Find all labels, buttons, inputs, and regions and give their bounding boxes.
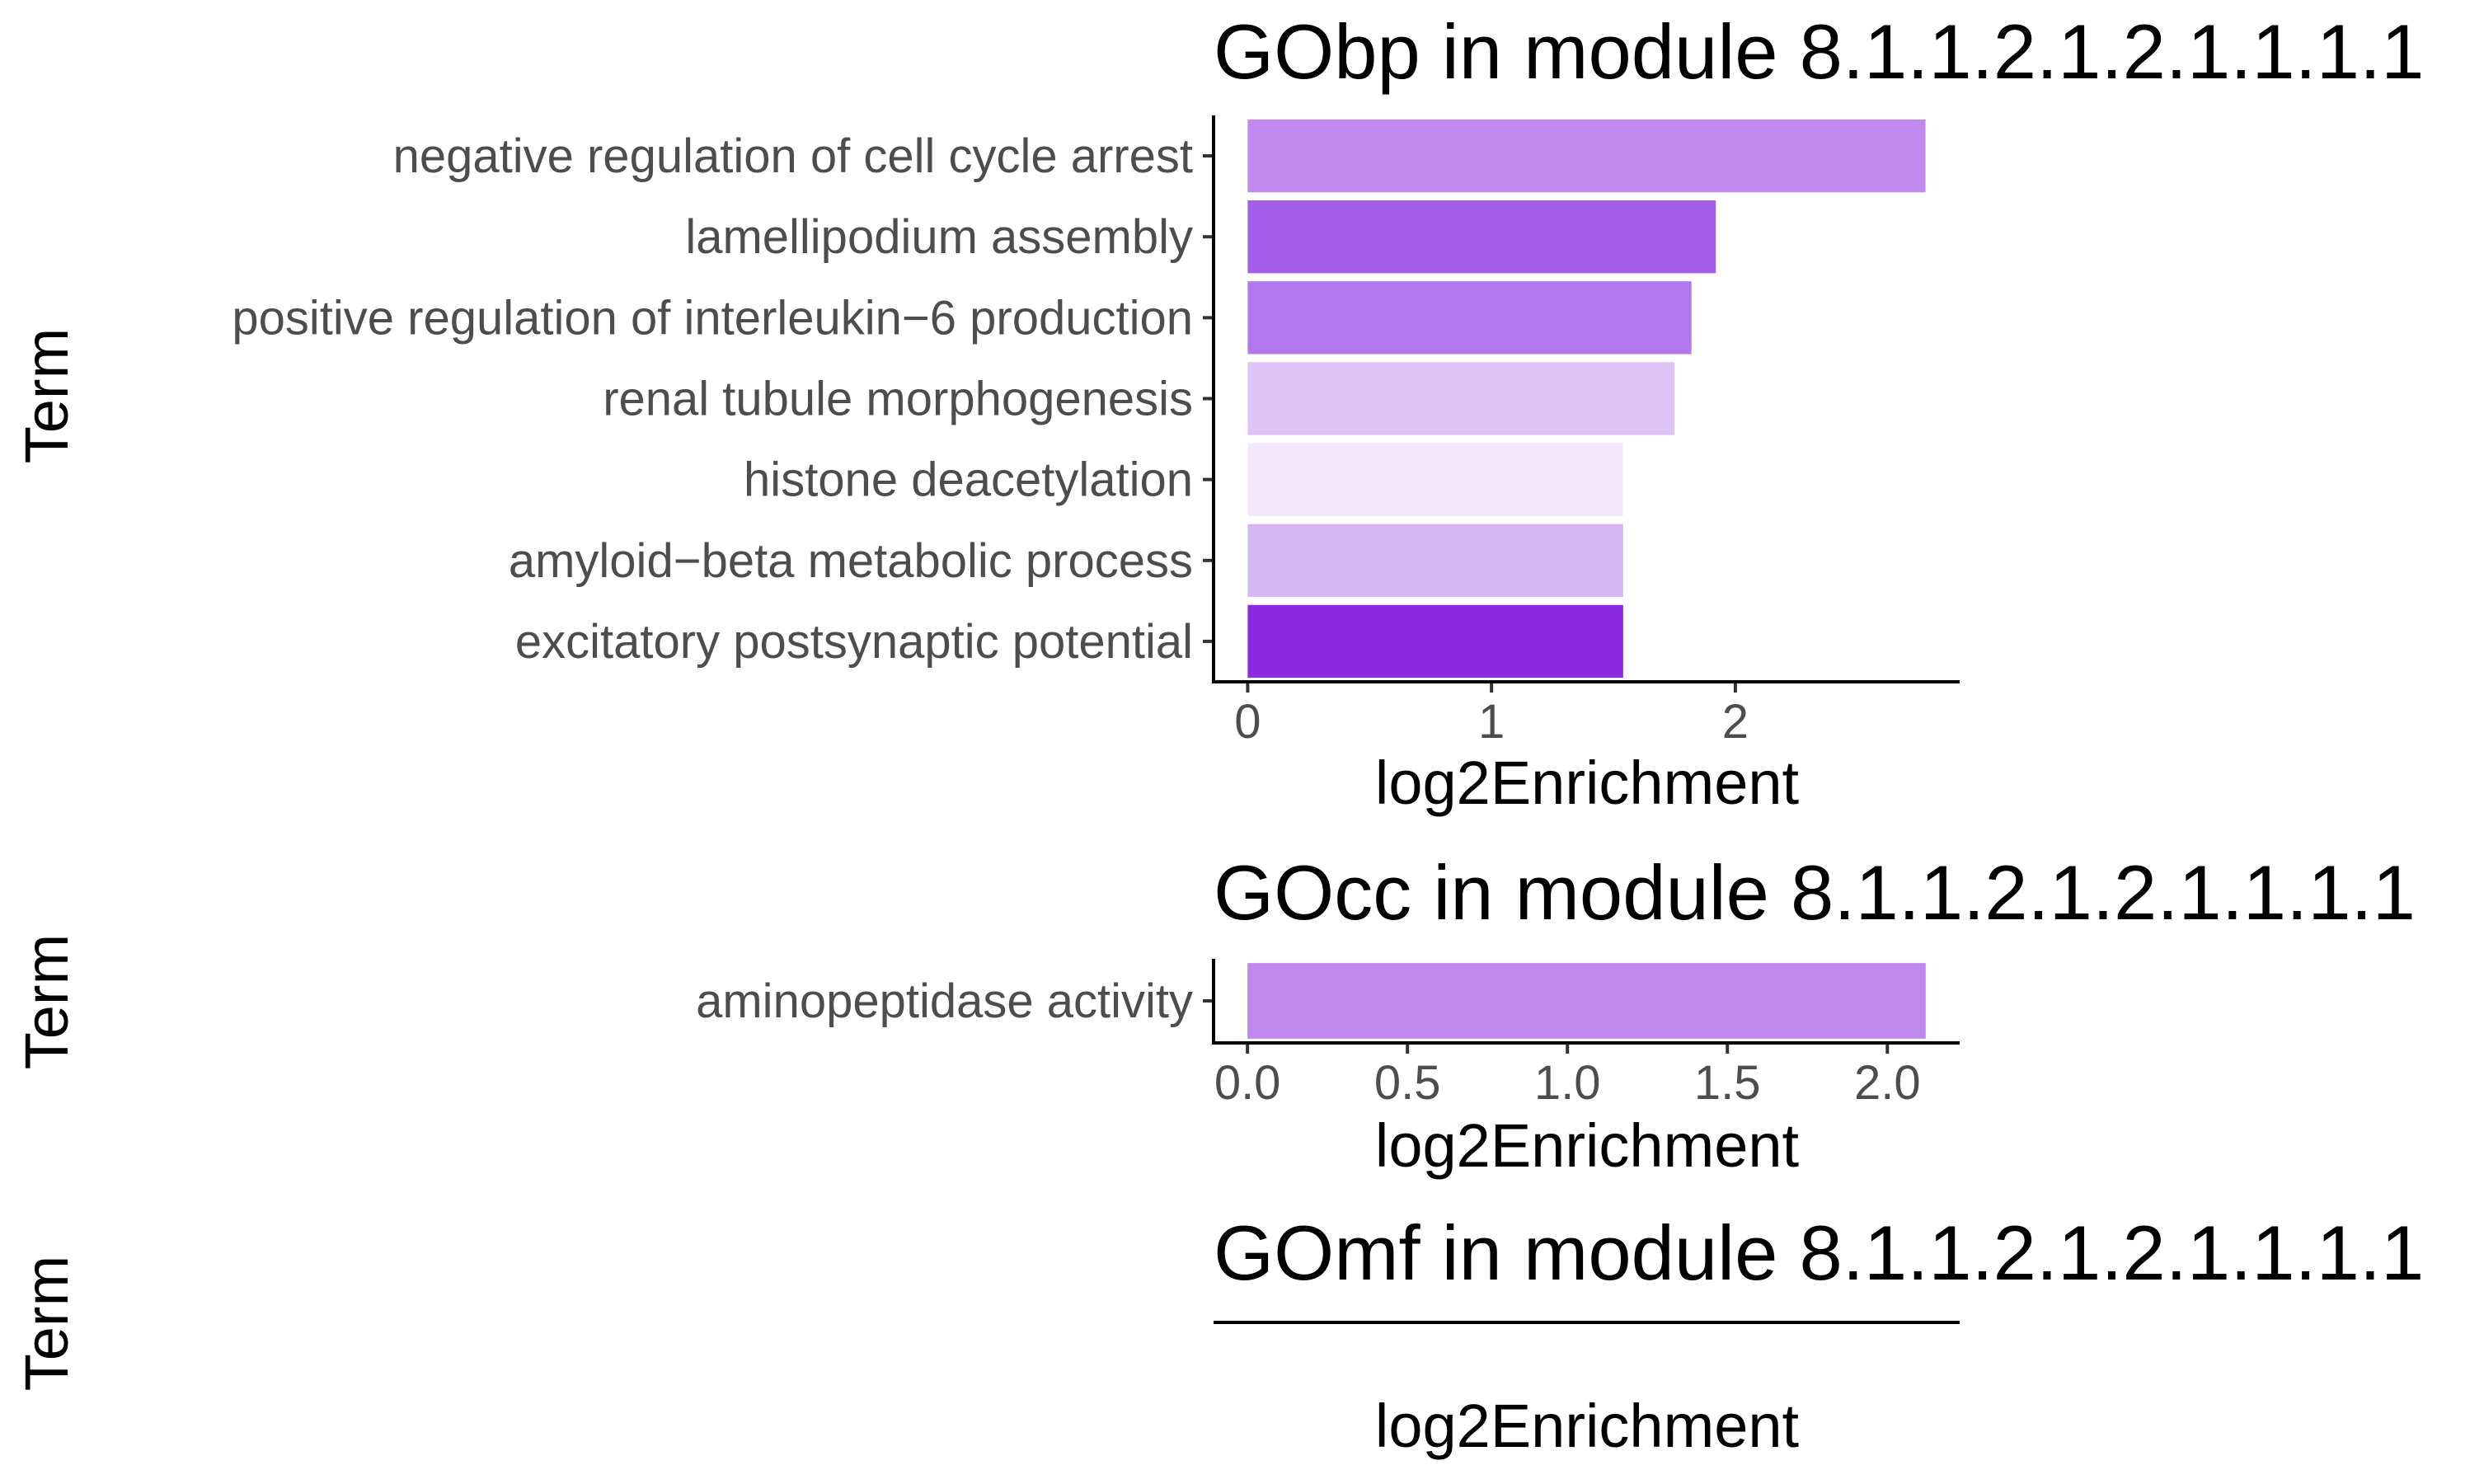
category-label: excitatory postsynaptic potential (515, 615, 1193, 669)
panel-gobp: GObp in module 8.1.1.2.1.2.1.1.1.1 Term … (12, 8, 2424, 817)
x-tick-label: 0 (1234, 695, 1261, 749)
bar (1247, 362, 1674, 435)
category-label: negative regulation of cell cycle arrest (393, 129, 1193, 183)
x-tick-label: 1 (1478, 695, 1505, 749)
bar (1247, 604, 1623, 679)
x-tick-label: 2.0 (1854, 1056, 1921, 1110)
y-axis-title: Term (12, 328, 81, 463)
bar-group (1247, 119, 1926, 679)
x-ticks: 0.0 0.5 1.0 1.5 2.0 (1214, 1043, 1921, 1110)
bar (1247, 963, 1926, 1039)
bar (1247, 524, 1623, 597)
x-tick-label: 1.5 (1694, 1056, 1761, 1110)
x-tick-label: 0.0 (1214, 1056, 1281, 1110)
x-axis-title: log2Enrichment (1375, 1392, 1800, 1460)
x-tick-label: 0.5 (1374, 1056, 1441, 1110)
panel-gocc: GOcc in module 8.1.1.2.1.2.1.1.1.1 Term … (12, 849, 2416, 1180)
bar (1247, 443, 1623, 516)
x-tick-label: 1.0 (1534, 1056, 1601, 1110)
category-label: histone deacetylation (744, 453, 1193, 507)
y-axis-title: Term (12, 1256, 81, 1391)
category-labels: negative regulation of cell cycle arrest… (232, 129, 1214, 669)
axis-lines (1212, 115, 1960, 683)
x-axis-title: log2Enrichment (1375, 749, 1800, 817)
category-label: amyloid−beta metabolic process (509, 534, 1193, 588)
panel-gomf: GOmf in module 8.1.1.2.1.2.1.1.1.1 Term … (12, 1209, 2424, 1460)
chart-title: GOmf in module 8.1.1.2.1.2.1.1.1.1 (1214, 1209, 2424, 1296)
y-axis-title: Term (12, 934, 81, 1069)
axis-lines (1212, 959, 1960, 1045)
chart-title: GOcc in module 8.1.1.2.1.2.1.1.1.1 (1214, 849, 2416, 936)
x-ticks: 0 1 2 (1234, 682, 1749, 749)
category-label: lamellipodium assembly (685, 210, 1193, 264)
x-axis-title: log2Enrichment (1375, 1111, 1800, 1180)
bar (1247, 119, 1926, 193)
bar (1247, 200, 1716, 274)
bar-group (1247, 963, 1926, 1039)
category-label: aminopeptidase activity (696, 974, 1193, 1028)
category-label: renal tubule morphogenesis (603, 373, 1193, 426)
chart-title: GObp in module 8.1.1.2.1.2.1.1.1.1 (1214, 8, 2424, 95)
category-label: positive regulation of interleukin−6 pro… (232, 291, 1193, 345)
bar (1247, 281, 1692, 355)
x-tick-label: 2 (1722, 695, 1749, 749)
category-labels: aminopeptidase activity (696, 974, 1214, 1028)
